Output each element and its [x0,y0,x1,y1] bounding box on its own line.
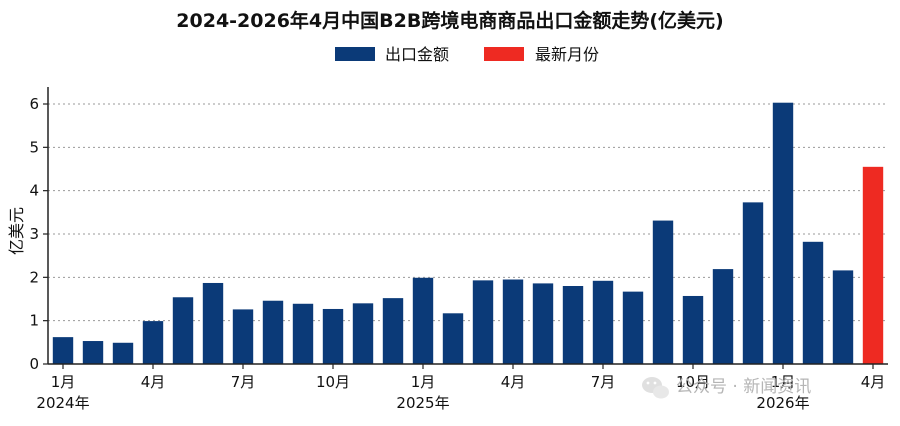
bar-2025-03 [472,280,494,364]
x-tick-label: 7月 [231,373,256,391]
bar-2024-01 [52,337,74,364]
bar-2026-04 [862,166,884,364]
x-tick-label: 4月 [141,373,166,391]
bar-2024-07 [232,309,254,364]
x-tick-label: 4月 [501,373,526,391]
bar-2024-09 [292,303,314,364]
y-tick-label: 0 [29,355,39,373]
wechat-icon [642,377,669,399]
x-tick-label: 10月 [676,373,710,391]
year-label: 2025年 [396,394,449,412]
bar-2025-08 [622,291,644,364]
bar-2025-06 [562,286,584,364]
x-tick-label: 7月 [591,373,616,391]
year-label: 2026年 [756,394,809,412]
bar-2024-04 [142,321,164,364]
bar-2024-10 [322,308,344,364]
y-axis-label: 亿美元 [7,207,26,255]
legend: 出口金额 最新月份 [335,45,599,64]
bar-2025-07 [592,280,614,364]
y-axis-ticks: 0 1 2 3 4 5 6 [29,95,48,373]
x-tick-label: 1月 [411,373,436,391]
bar-2026-03 [832,270,854,364]
y-tick-label: 4 [29,182,39,200]
bars [52,102,884,364]
y-tick-label: 1 [29,312,39,330]
bar-2026-02 [802,241,824,364]
bar-2024-03 [112,342,134,364]
bar-2025-11 [712,269,734,364]
bar-2024-11 [352,303,374,364]
bar-2025-01 [412,277,434,364]
x-axis-ticks: 1月 4月 7月 10月 1月 4月 7月 10月 1月 4月 2024年 2025年 2026年 [36,364,885,412]
y-tick-label: 5 [29,138,39,156]
chart-title: 2024-2026年4月中国B2B跨境电商商品出口金额走势(亿美元) [176,9,723,32]
watermark-text: 公众号 · 新闻资讯 [676,377,811,397]
bar-2025-04 [502,279,524,364]
x-tick-label: 1月 [771,373,796,391]
bar-2024-08 [262,300,284,364]
bar-2024-05 [172,297,194,364]
x-tick-label: 1月 [51,373,76,391]
bar-2024-02 [82,341,104,364]
bar-2026-01 [772,102,794,364]
legend-swatch-export [335,47,375,61]
y-tick-label: 6 [29,95,39,113]
legend-label-latest: 最新月份 [535,45,599,64]
x-tick-label: 4月 [861,373,886,391]
bar-2024-06 [202,282,224,364]
watermark: 公众号 · 新闻资讯 [642,377,811,399]
legend-label-export: 出口金额 [385,45,449,64]
bar-2025-09 [652,220,674,364]
bar-2025-05 [532,283,554,364]
bar-2025-02 [442,313,464,364]
bar-2025-12 [742,202,764,364]
axes [47,87,888,365]
y-tick-label: 2 [29,268,39,286]
year-label: 2024年 [36,394,89,412]
legend-swatch-latest [484,47,524,61]
x-tick-label: 10月 [316,373,350,391]
bar-2025-10 [682,295,704,364]
bar-2024-12 [382,298,404,364]
y-tick-label: 3 [29,225,39,243]
